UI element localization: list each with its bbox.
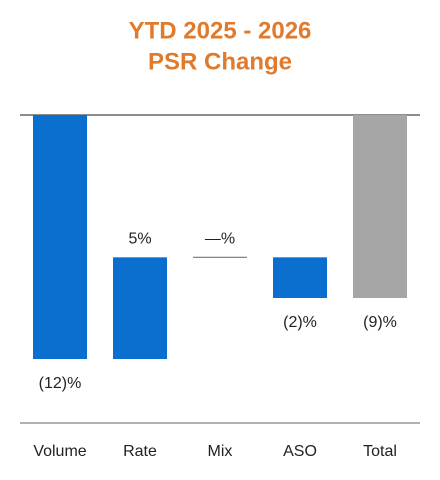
data-label: (2)% — [283, 314, 317, 331]
x-tick-label: ASO — [283, 443, 317, 460]
bar — [33, 115, 87, 359]
x-tick-label: Volume — [33, 443, 86, 460]
chart-title: YTD 2025 - 2026 — [129, 17, 312, 44]
x-tick-label: Mix — [208, 443, 233, 460]
x-tick-label: Rate — [123, 443, 157, 460]
data-label: 5% — [128, 231, 151, 248]
bar — [113, 257, 167, 359]
x-tick-label: Total — [363, 443, 397, 460]
data-label: (12)% — [39, 375, 82, 392]
chart-title: PSR Change — [148, 48, 292, 75]
bar — [273, 257, 327, 298]
data-label: —% — [205, 231, 235, 248]
bar — [353, 115, 407, 298]
data-label: (9)% — [363, 314, 397, 331]
